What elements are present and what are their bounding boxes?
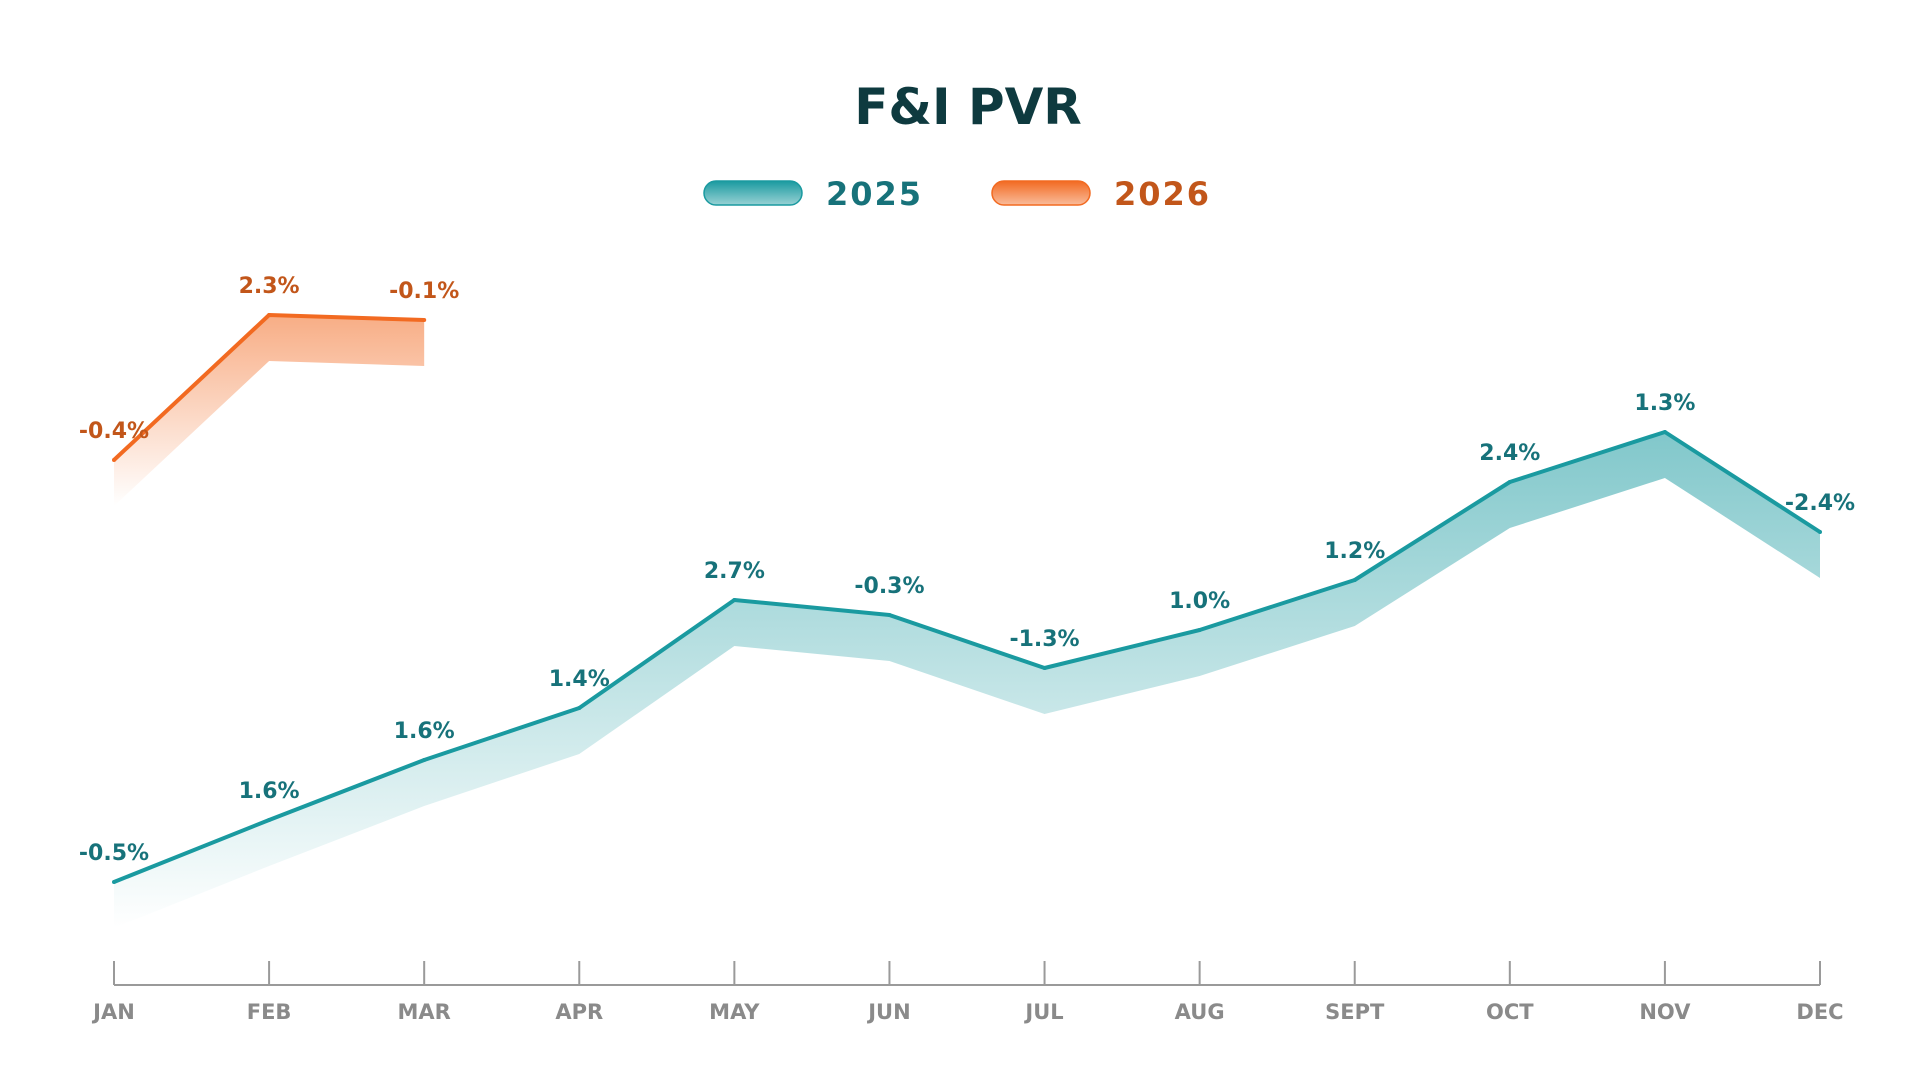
- data-point: [112, 880, 116, 884]
- data-label: 1.3%: [1634, 391, 1695, 416]
- series-layer: -0.5% 1.6% 1.6% 1.4% 2.7% -0.3% -1.3% 1.0% 1.2% 2…: [79, 274, 1855, 928]
- data-point: [422, 758, 427, 762]
- x-tick-label: APR: [555, 1000, 603, 1024]
- data-label: -0.3%: [854, 574, 924, 599]
- data-point: [267, 818, 272, 822]
- data-point: [1042, 666, 1047, 670]
- data-point: [112, 458, 116, 462]
- x-tick-label: DEC: [1796, 1000, 1843, 1024]
- data-label: -0.5%: [79, 841, 149, 866]
- x-tick-label: FEB: [247, 1000, 292, 1024]
- data-label: -0.1%: [389, 279, 459, 304]
- data-point: [1818, 530, 1822, 534]
- data-label: 1.2%: [1324, 539, 1385, 564]
- x-tick-label: SEPT: [1325, 1000, 1385, 1024]
- data-label: 2.4%: [1479, 441, 1540, 466]
- x-tick-label: AUG: [1175, 1000, 1225, 1024]
- legend-label: 2025: [826, 175, 923, 213]
- series-2026-glow: [114, 315, 425, 506]
- legend-swatch: [991, 180, 1091, 206]
- x-tick-label: MAR: [398, 1000, 451, 1024]
- data-label: 1.6%: [239, 779, 300, 804]
- series-2025-line: [113, 430, 1822, 884]
- legend: 2025 2026: [703, 175, 1211, 213]
- x-axis: JAN FEB MAR APR MAY JUN JUL AUG SEPT OCT NOV DEC: [91, 961, 1844, 1024]
- data-label: 1.4%: [549, 667, 610, 692]
- x-tick-label: OCT: [1486, 1000, 1534, 1024]
- data-point: [1197, 628, 1202, 632]
- data-point: [577, 706, 582, 710]
- x-tick-label: NOV: [1639, 1000, 1691, 1024]
- data-point: [267, 313, 272, 317]
- legend-item-2025: 2025: [703, 175, 923, 213]
- data-point: [1662, 430, 1667, 434]
- data-label: -1.3%: [1009, 627, 1079, 652]
- x-tick-label: JAN: [91, 1000, 135, 1024]
- data-point: [422, 318, 427, 322]
- series-2026: -0.4% 2.3% -0.1%: [79, 274, 459, 506]
- data-point: [1352, 578, 1357, 582]
- data-point: [887, 613, 892, 617]
- legend-label: 2026: [1114, 175, 1211, 213]
- data-label: 2.7%: [704, 559, 765, 584]
- data-label: 1.6%: [394, 719, 455, 744]
- series-2025: -0.5% 1.6% 1.6% 1.4% 2.7% -0.3% -1.3% 1.0% 1.2% 2…: [79, 391, 1855, 928]
- legend-swatch: [703, 180, 803, 206]
- data-point: [1507, 480, 1512, 484]
- x-tick-label: MAY: [709, 1000, 760, 1024]
- chart-title: F&I PVR: [854, 78, 1082, 136]
- series-2025-glow: [114, 432, 1820, 928]
- legend-item-2026: 2026: [991, 175, 1211, 213]
- data-label: 2.3%: [239, 274, 300, 299]
- x-tick-label: JUL: [1023, 1000, 1063, 1024]
- data-label: -2.4%: [1785, 491, 1855, 516]
- data-label: 1.0%: [1169, 589, 1230, 614]
- x-tick-label: JUN: [866, 1000, 910, 1024]
- data-label: -0.4%: [79, 419, 149, 444]
- data-point: [732, 598, 737, 602]
